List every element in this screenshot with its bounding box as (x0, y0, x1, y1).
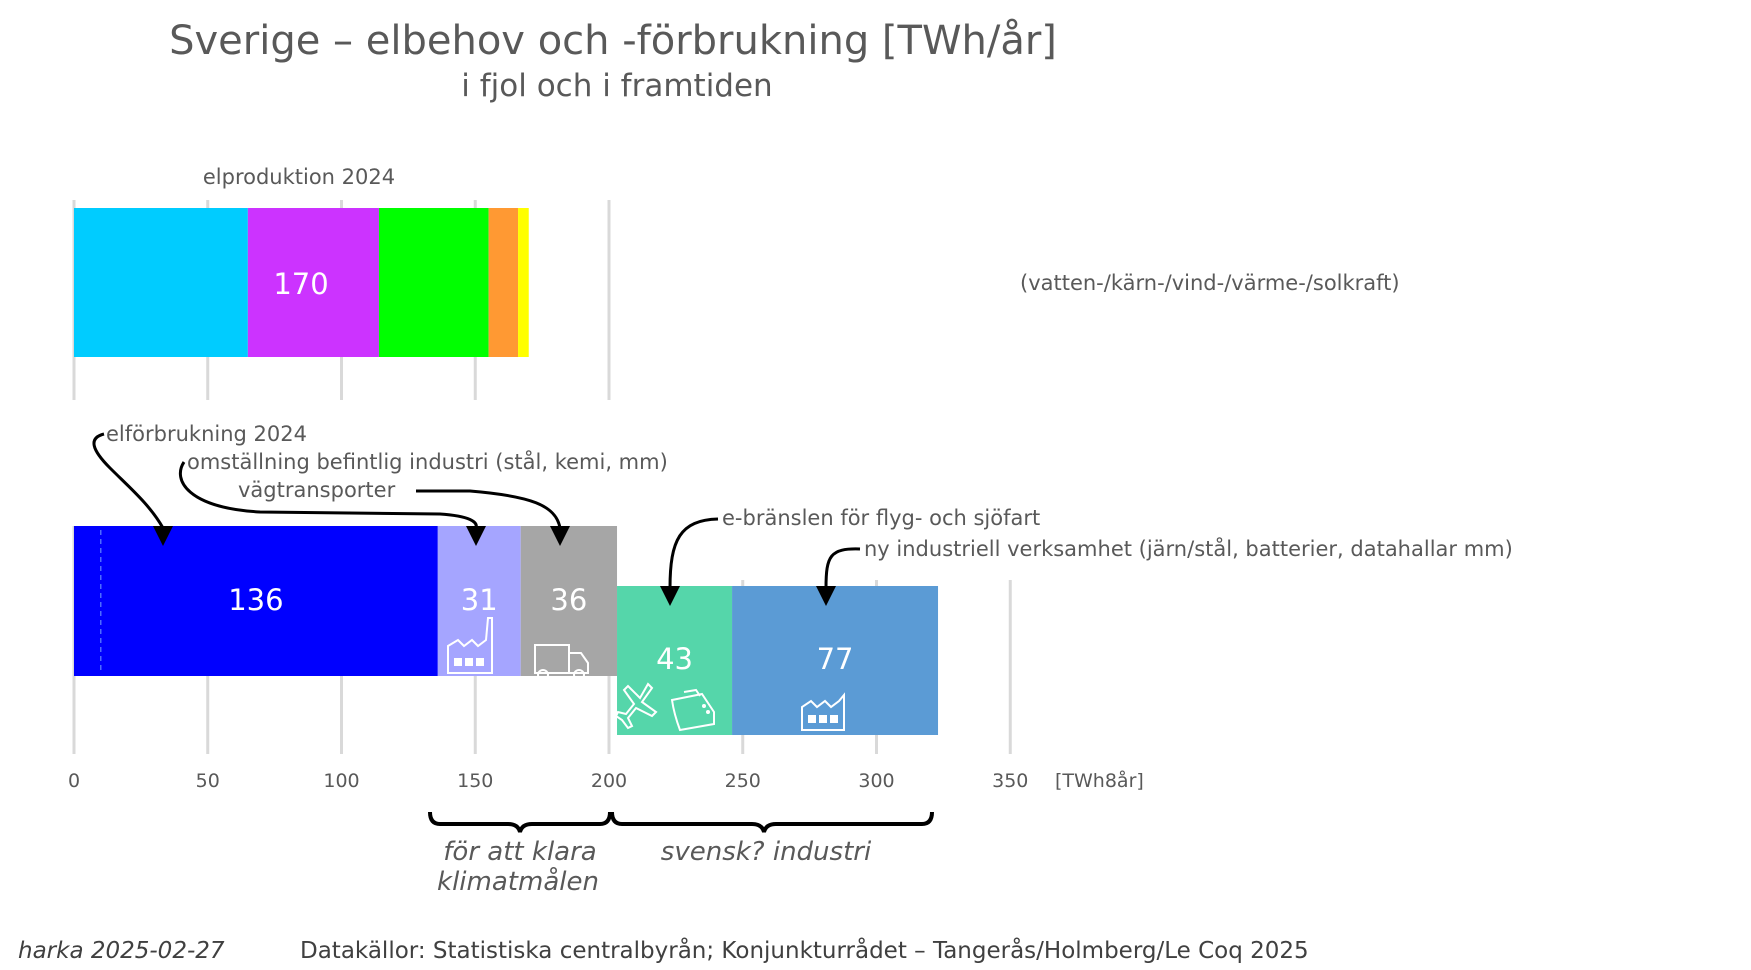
footer-author-date: harka 2025-02-27 (18, 938, 225, 964)
annotation-elforbrukning: elförbrukning 2024 (106, 422, 307, 446)
production-segment-solkraft (518, 208, 529, 357)
future-segment (732, 586, 939, 735)
arrowhead (660, 586, 680, 606)
arrow-ny-industri (824, 547, 861, 589)
production-total-label: 170 (273, 267, 328, 301)
x-tick-label: 250 (725, 770, 761, 792)
x-tick-label: 150 (457, 770, 493, 792)
production-segment-kärnkraft (247, 208, 379, 357)
production-segment-värmekraft (488, 208, 519, 357)
production-segment-vindkraft (378, 208, 489, 357)
arrow-omstallning (178, 461, 478, 529)
production-bar (74, 208, 529, 357)
arrowhead (153, 526, 173, 546)
factory-icon (801, 692, 845, 731)
arrowhead (466, 526, 486, 546)
arrow-vagtransporter (416, 489, 562, 529)
arrowhead (816, 586, 836, 606)
production-note: (vatten-/kärn-/vind-/värme-/solkraft) (1020, 271, 1400, 295)
consumption-segment (74, 526, 438, 676)
x-tick-label: 200 (591, 770, 627, 792)
x-tick-label: 0 (68, 770, 80, 792)
x-tick-label: 50 (196, 770, 220, 792)
bracket-label-industri: svensk? industri (661, 837, 872, 867)
bracket-label-line2: klimatmålen (437, 866, 599, 897)
annotation-ebranslen: e-bränslen för flyg- och sjöfart (722, 506, 1040, 530)
footer-sources: Datakällor: Statistiska centralbyrån; Ko… (300, 936, 1309, 964)
annotation-omstallning: omställning befintlig industri (stål, ke… (187, 449, 668, 474)
arrowhead (550, 526, 570, 546)
x-tick-label: 350 (992, 770, 1028, 792)
bracket-label-line1: för att klara (443, 837, 596, 867)
segment-value-label: 31 (461, 583, 498, 617)
production-label: elproduktion 2024 (203, 165, 395, 189)
production-segment-vattenkraft (74, 208, 248, 357)
chart-title: Sverige – elbehov och -förbrukning [TWh/… (169, 18, 1057, 64)
arrow-elforbrukning (92, 432, 165, 529)
x-axis-unit: [TWh8år] (1055, 769, 1144, 792)
segment-value-label: 77 (817, 642, 854, 676)
x-tick-label: 100 (323, 770, 359, 792)
value-labels: 136 31 36 43 77 (228, 583, 853, 676)
x-axis-tick-labels: 0 50 100 150 200 250 300 350 (68, 770, 1028, 792)
bracket-industri (610, 811, 934, 833)
arrow-ebranslen (668, 517, 719, 589)
bracket-klimatmalen (428, 811, 612, 833)
consumption-bar (74, 526, 618, 676)
annotation-ny-industri: ny industriell verksamhet (järn/stål, ba… (864, 536, 1513, 561)
segment-value-label: 136 (228, 583, 283, 617)
segment-value-label: 36 (550, 583, 587, 617)
x-tick-label: 300 (858, 770, 894, 792)
chart-subtitle: i fjol och i framtiden (461, 68, 772, 104)
consumption-segment (437, 526, 521, 676)
annotation-vagtransporter: vägtransporter (238, 478, 396, 502)
factory-icon (447, 617, 493, 674)
ship-icon (670, 688, 715, 732)
truck-icon (534, 644, 589, 681)
segment-value-label: 43 (656, 642, 693, 676)
airplane-icon (614, 682, 658, 730)
